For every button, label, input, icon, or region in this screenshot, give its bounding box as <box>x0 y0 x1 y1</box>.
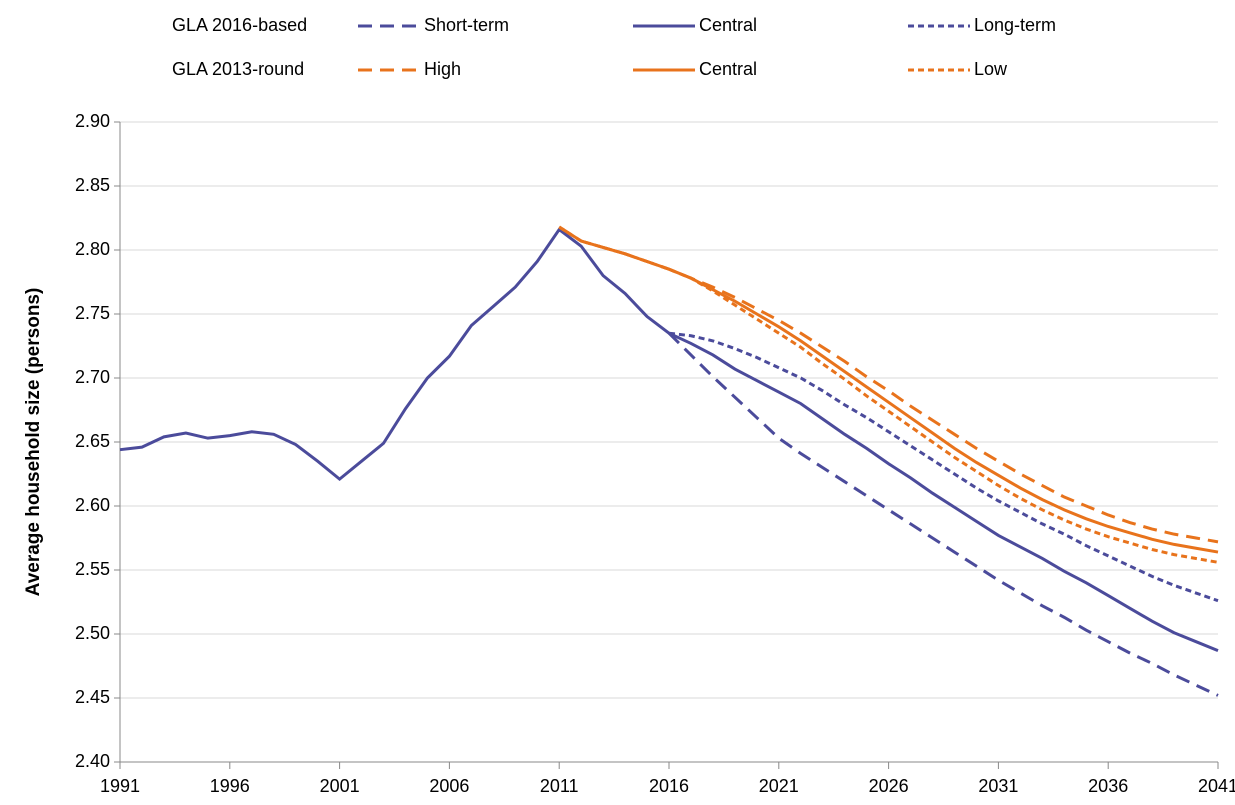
legend-label: Low <box>974 59 1008 79</box>
legend-label: Central <box>699 15 757 35</box>
legend-group-label: GLA 2016-based <box>172 15 307 35</box>
y-tick-label: 2.65 <box>75 431 110 451</box>
y-axis-title: Average household size (persons) <box>23 288 44 597</box>
series-line <box>558 225 1219 554</box>
y-tick-label: 2.45 <box>75 687 110 707</box>
y-tick-label: 2.60 <box>75 495 110 515</box>
series-line <box>119 227 1219 653</box>
legend-label: Central <box>699 59 757 79</box>
x-tick-label: 2041 <box>1198 776 1235 796</box>
x-tick-label: 2031 <box>978 776 1018 796</box>
series-line <box>558 225 1219 544</box>
legend-group-label: GLA 2013-round <box>172 59 304 79</box>
y-tick-label: 2.40 <box>75 751 110 771</box>
series-line <box>558 225 1219 564</box>
y-tick-label: 2.90 <box>75 111 110 131</box>
x-tick-label: 2001 <box>320 776 360 796</box>
series-line <box>667 332 1219 697</box>
x-tick-label: 2026 <box>869 776 909 796</box>
x-tick-label: 2021 <box>759 776 799 796</box>
legend-label: Long-term <box>974 15 1056 35</box>
legend-label: Short-term <box>424 15 509 35</box>
x-tick-label: 2011 <box>540 776 579 796</box>
y-tick-label: 2.80 <box>75 239 110 259</box>
y-tick-label: 2.70 <box>75 367 110 387</box>
x-tick-label: 1991 <box>100 776 140 796</box>
x-tick-label: 1996 <box>210 776 250 796</box>
x-tick-label: 2036 <box>1088 776 1128 796</box>
y-tick-label: 2.55 <box>75 559 110 579</box>
y-tick-label: 2.50 <box>75 623 110 643</box>
x-tick-label: 2006 <box>429 776 469 796</box>
y-tick-label: 2.75 <box>75 303 110 323</box>
series-line <box>668 331 1219 603</box>
x-tick-label: 2016 <box>649 776 689 796</box>
legend-label: High <box>424 59 461 79</box>
y-tick-label: 2.85 <box>75 175 110 195</box>
